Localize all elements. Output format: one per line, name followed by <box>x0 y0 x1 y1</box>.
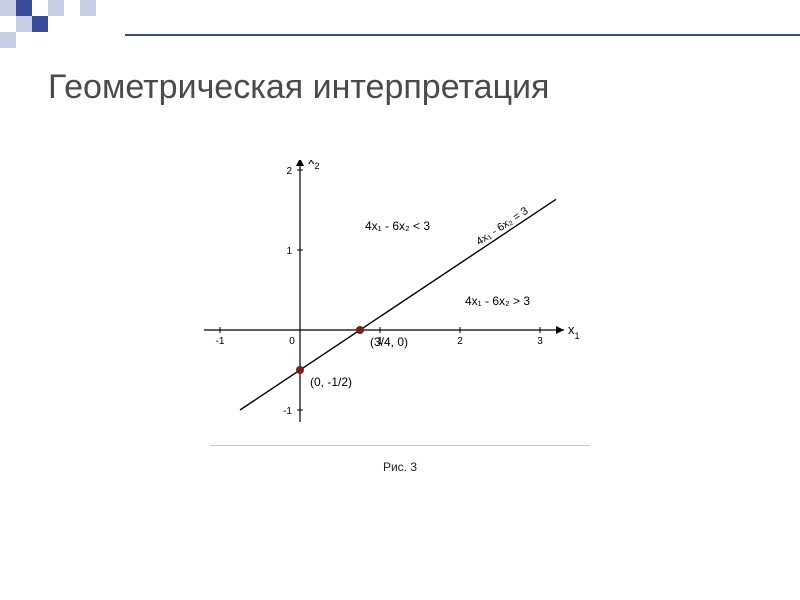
marker-point-0 <box>356 326 364 334</box>
region-label-0: 4x₁ - 6x₂ < 3 <box>365 219 430 233</box>
page-title: Геометрическая интерпретация <box>48 68 549 107</box>
y-tick-label: 2 <box>286 166 292 177</box>
corner-squares-icon <box>0 0 100 50</box>
y-tick-label: -1 <box>283 406 292 417</box>
chart-svg: x1x2-10123-1124x₁ - 6x₂ = 34x₁ - 6x₂ < 3… <box>170 160 630 440</box>
x-tick-label: 2 <box>457 336 463 347</box>
y-axis-arrow-icon <box>296 160 304 166</box>
origin-label: 0 <box>289 336 295 347</box>
x-tick-label: -1 <box>216 336 225 347</box>
y-axis-label: x2 <box>308 160 320 171</box>
point-label-1: (0, -1/2) <box>310 375 352 389</box>
line-equation-label: 4x₁ - 6x₂ = 3 <box>474 205 530 248</box>
y-tick-label: 1 <box>286 246 292 257</box>
x-axis-label: x1 <box>568 322 580 341</box>
x-tick-label: 3 <box>537 336 543 347</box>
slide: Геометрическая интерпретация x1 x2 -1 0 1 2 3 -… <box>0 0 800 600</box>
region-label-1: 4x₁ - 6x₂ > 3 <box>465 294 530 308</box>
caption-rule <box>210 445 590 446</box>
point-label-0: (3/4, 0) <box>370 335 408 349</box>
marker-point-1 <box>296 366 304 374</box>
chart: x1x2-10123-1124x₁ - 6x₂ = 34x₁ - 6x₂ < 3… <box>170 160 630 480</box>
x-axis-arrow-icon <box>556 326 564 334</box>
top-rule <box>125 34 800 36</box>
chart-caption: Рис. 3 <box>170 460 630 474</box>
